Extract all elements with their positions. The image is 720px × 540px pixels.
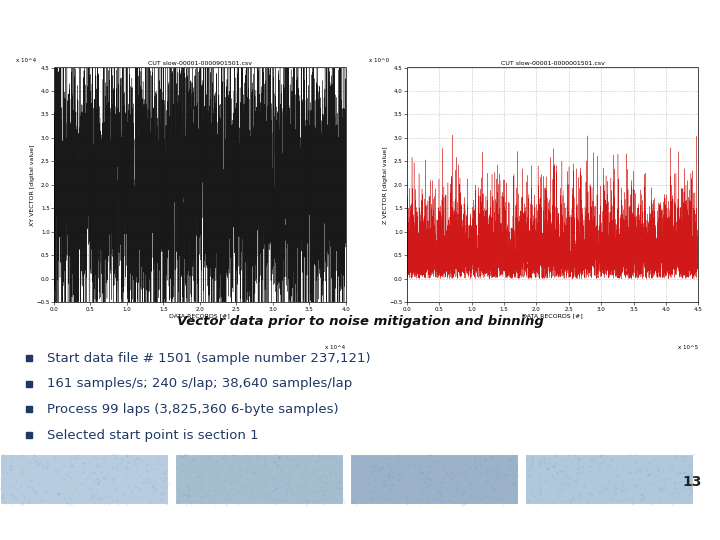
X-axis label: DATA RECORDS [#]: DATA RECORDS [#] [169,313,230,318]
Text: x 10^4: x 10^4 [16,58,36,63]
Y-axis label: Z VECTOR [digital value]: Z VECTOR [digital value] [383,146,388,224]
Text: x 10^4: x 10^4 [325,345,346,350]
Text: Ridgetop Group: Ridgetop Group [11,517,97,526]
Text: 3580 West Ina Road  |  Tucson AZ  |  85741  |  520-742-3300  |  ridgetopgroup.co: 3580 West Ina Road | Tucson AZ | 85741 |… [187,518,533,527]
Y-axis label: XY VECTOR [digital value]: XY VECTOR [digital value] [30,144,35,226]
Text: Data Analysis: XY and Z Vectors: Data Analysis: XY and Z Vectors [171,18,549,42]
Text: Start data file # 1501 (sample number 237,121): Start data file # 1501 (sample number 23… [47,352,370,365]
Text: Selected start point is section 1: Selected start point is section 1 [47,429,258,442]
Title: CUT slow-00001-0000901501.csv: CUT slow-00001-0000901501.csv [148,60,252,66]
Text: 13: 13 [683,475,702,489]
Text: x 10^5: x 10^5 [678,345,698,350]
Text: x 10^0: x 10^0 [369,58,389,63]
Text: Vector data prior to noise mitigation and binning: Vector data prior to noise mitigation an… [176,315,544,328]
Text: 161 samples/s; 240 s/lap; 38,640 samples/lap: 161 samples/s; 240 s/lap; 38,640 samples… [47,377,352,390]
Text: Process 99 laps (3,825,360 6-byte samples): Process 99 laps (3,825,360 6-byte sample… [47,403,338,416]
Bar [0,454,169,505]
Bar [350,454,519,505]
Title: CUT slow-00001-0000001501.csv: CUT slow-00001-0000001501.csv [500,60,605,66]
Text: INC.: INC. [107,520,121,526]
Bar [175,454,344,505]
Bar [525,454,694,505]
X-axis label: DATA RECORDS [#]: DATA RECORDS [#] [522,313,583,318]
